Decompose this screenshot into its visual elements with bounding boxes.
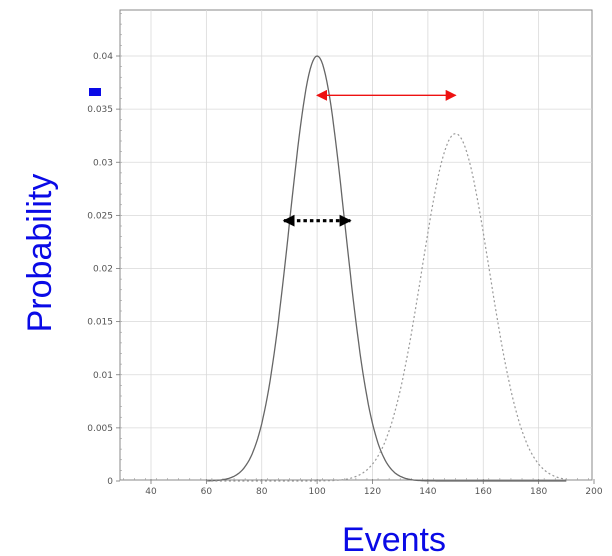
y-tick-label: 0.015 xyxy=(87,318,113,328)
y-tick-label: 0.025 xyxy=(87,211,113,221)
y-tick-label: 0.005 xyxy=(87,424,113,434)
y-tick-label: 0.03 xyxy=(93,158,113,168)
legend-marker xyxy=(89,88,101,96)
x-tick-label: 180 xyxy=(530,487,547,497)
x-tick-label: 200 xyxy=(585,487,602,497)
x-tick-label: 100 xyxy=(309,487,326,497)
x-tick-label: 120 xyxy=(364,487,381,497)
series-line-2 xyxy=(206,132,567,482)
x-axis-title: Events xyxy=(342,521,446,556)
y-tick-label: 0.02 xyxy=(93,265,113,275)
x-tick-label: 80 xyxy=(256,487,268,497)
axes: 40 60 80 100 120 140 160 180 200 0 0.005 0.01 0.015 0… xyxy=(87,13,603,497)
y-tick-label: 0.01 xyxy=(93,371,113,381)
x-tick-label: 160 xyxy=(475,487,492,497)
y-tick-label: 0 xyxy=(107,477,113,487)
y-axis-title: Probability xyxy=(21,174,59,333)
y-tick-label: 0.04 xyxy=(93,52,113,62)
y-tick-label: 0.035 xyxy=(87,105,113,115)
grid xyxy=(120,10,592,480)
annotation-layer xyxy=(282,89,457,227)
series-line-1 xyxy=(206,55,567,482)
x-tick-label: 40 xyxy=(145,487,157,497)
series-layer xyxy=(206,55,567,482)
x-tick-label: 60 xyxy=(201,487,213,497)
x-tick-label: 140 xyxy=(419,487,436,497)
plot-frame xyxy=(119,9,593,481)
